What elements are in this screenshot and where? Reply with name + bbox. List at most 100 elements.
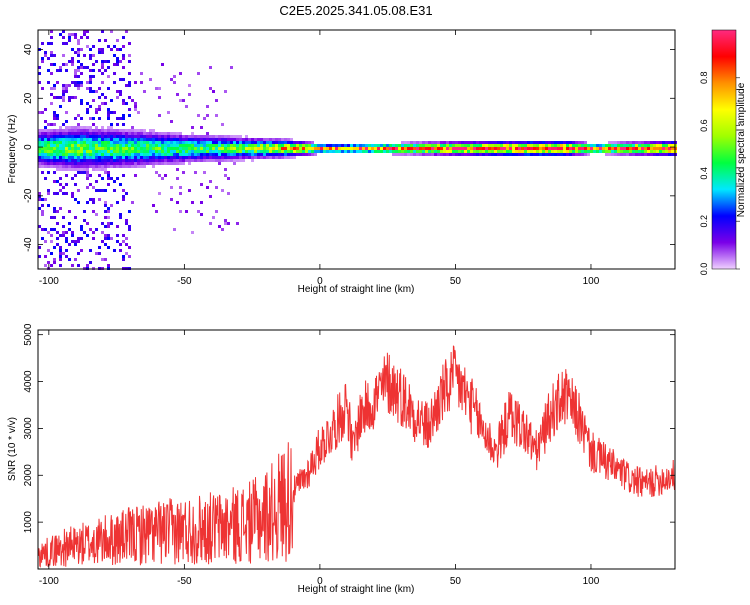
heatmap-cell (56, 165, 59, 168)
heatmap-cell (389, 144, 392, 147)
heatmap-cell (131, 135, 134, 138)
heatmap-cell (182, 171, 185, 174)
heatmap-cell (653, 147, 656, 150)
heatmap-cell (77, 264, 80, 267)
heatmap-cell (158, 192, 161, 195)
heatmap-cell (320, 144, 323, 147)
heatmap-cell (104, 243, 107, 246)
heatmap-cell (41, 150, 44, 153)
heatmap-cell (95, 228, 98, 231)
heatmap-cell (440, 141, 443, 144)
heatmap-cell (122, 78, 125, 81)
heatmap-cell (290, 144, 293, 147)
heatmap-cell (233, 159, 236, 162)
heatmap-cell (152, 159, 155, 162)
heatmap-cell (170, 150, 173, 153)
heatmap-cell (647, 147, 650, 150)
heatmap-cell (164, 141, 167, 144)
heatmap-cell (50, 240, 53, 243)
heatmap-cell (158, 150, 161, 153)
heatmap-cell (173, 135, 176, 138)
heatmap-cell (410, 150, 413, 153)
heatmap-cell (161, 135, 164, 138)
heatmap-cell (113, 141, 116, 144)
heatmap-cell (227, 150, 230, 153)
heatmap-cell (527, 144, 530, 147)
heatmap-cell (227, 147, 230, 150)
heatmap-cell (65, 240, 68, 243)
heatmap-cell (47, 57, 50, 60)
heatmap-cell (569, 150, 572, 153)
heatmap-cell (74, 159, 77, 162)
heatmap-cell (500, 153, 503, 156)
heatmap-cell (662, 153, 665, 156)
heatmap-cell (269, 156, 272, 159)
heatmap-cell (410, 144, 413, 147)
heatmap-cell (107, 174, 110, 177)
heatmap-cell (104, 102, 107, 105)
heatmap-cell (158, 87, 161, 90)
heatmap-cell (668, 150, 671, 153)
heatmap-cell (68, 243, 71, 246)
heatmap-cell (551, 153, 554, 156)
heatmap-cell (587, 144, 590, 147)
heatmap-cell (293, 144, 296, 147)
heatmap-cell (77, 144, 80, 147)
heatmap-cell (176, 159, 179, 162)
heatmap-cell (41, 213, 44, 216)
heatmap-cell (455, 144, 458, 147)
heatmap-cell (71, 33, 74, 36)
heatmap-cell (239, 138, 242, 141)
heatmap-cell (416, 141, 419, 144)
heatmap-cell (536, 144, 539, 147)
heatmap-cell (209, 144, 212, 147)
heatmap-cell (62, 129, 65, 132)
heatmap-cell (143, 90, 146, 93)
heatmap-cell (62, 42, 65, 45)
heatmap-cell (128, 81, 131, 84)
heatmap-cell (383, 144, 386, 147)
heatmap-cell (92, 75, 95, 78)
heatmap-cell (95, 189, 98, 192)
heatmap-cell (53, 192, 56, 195)
heatmap-cell (413, 150, 416, 153)
heatmap-cell (581, 153, 584, 156)
heatmap-cell (122, 57, 125, 60)
heatmap-cell (551, 147, 554, 150)
heatmap-cell (131, 99, 134, 102)
heatmap-cell (56, 153, 59, 156)
heatmap-cell (560, 147, 563, 150)
heatmap-cell (119, 78, 122, 81)
heatmap-cell (95, 126, 98, 129)
heatmap-cell (467, 153, 470, 156)
heatmap-cell (101, 63, 104, 66)
heatmap-cell (86, 135, 89, 138)
heatmap-cell (122, 132, 125, 135)
heatmap-cell (65, 156, 68, 159)
heatmap-cell (224, 147, 227, 150)
heatmap-cell (524, 153, 527, 156)
heatmap-cell (86, 159, 89, 162)
heatmap-cell (176, 93, 179, 96)
heatmap-cell (44, 138, 47, 141)
heatmap-cell (53, 87, 56, 90)
heatmap-cell (308, 150, 311, 153)
heatmap-cell (341, 150, 344, 153)
heatmap-cell (149, 135, 152, 138)
heatmap-cell (527, 141, 530, 144)
heatmap-cell (455, 150, 458, 153)
heatmap-cell (260, 150, 263, 153)
heatmap-cell (137, 135, 140, 138)
heatmap-cell (455, 153, 458, 156)
heatmap-cell (80, 138, 83, 141)
heatmap-cell (599, 150, 602, 153)
heatmap-cell (92, 210, 95, 213)
heatmap-cell (239, 156, 242, 159)
heatmap-cell (257, 150, 260, 153)
heatmap-cell (107, 216, 110, 219)
heatmap-cell (50, 123, 53, 126)
heatmap-cell (203, 135, 206, 138)
heatmap-cell (89, 81, 92, 84)
heatmap-cell (41, 147, 44, 150)
heatmap-cell (122, 141, 125, 144)
